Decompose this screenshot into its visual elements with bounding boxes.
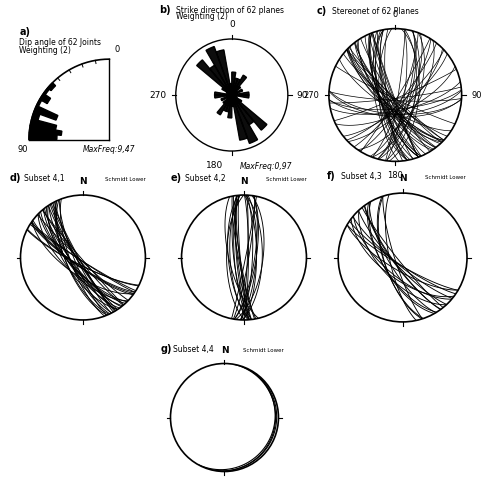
Text: d): d): [9, 174, 21, 184]
Text: 180: 180: [206, 161, 224, 170]
Polygon shape: [232, 75, 246, 95]
Text: 0: 0: [393, 10, 398, 18]
Text: 0: 0: [229, 20, 235, 30]
Polygon shape: [227, 95, 232, 98]
Polygon shape: [206, 46, 232, 95]
Polygon shape: [232, 95, 254, 125]
Polygon shape: [232, 72, 236, 95]
Text: e): e): [170, 174, 182, 184]
Polygon shape: [232, 79, 241, 95]
Text: Strike direction of 62 planes: Strike direction of 62 planes: [176, 6, 284, 15]
Polygon shape: [197, 60, 232, 95]
Text: 270: 270: [303, 90, 319, 100]
Text: MaxFreq:0,97: MaxFreq:0,97: [240, 162, 293, 171]
Text: Subset 4,4: Subset 4,4: [173, 344, 214, 354]
Text: 180: 180: [387, 172, 403, 180]
Polygon shape: [230, 84, 232, 95]
Polygon shape: [221, 95, 232, 100]
Polygon shape: [232, 90, 243, 95]
Polygon shape: [232, 95, 258, 144]
Polygon shape: [232, 95, 234, 106]
Text: f): f): [326, 171, 335, 181]
Polygon shape: [215, 95, 232, 98]
Polygon shape: [232, 95, 237, 98]
Text: Weighting (2): Weighting (2): [176, 12, 227, 22]
Polygon shape: [232, 95, 247, 140]
Text: Schmidt Lower: Schmidt Lower: [105, 178, 145, 182]
Polygon shape: [226, 95, 232, 112]
Text: Schmidt Lower: Schmidt Lower: [266, 178, 306, 182]
Text: Subset 4,1: Subset 4,1: [23, 174, 64, 184]
Polygon shape: [217, 95, 232, 115]
Text: Weighting (2): Weighting (2): [20, 46, 71, 54]
Polygon shape: [34, 106, 58, 120]
Polygon shape: [210, 65, 232, 95]
Polygon shape: [29, 126, 62, 136]
Polygon shape: [226, 92, 232, 95]
Text: Schmidt Lower: Schmidt Lower: [244, 348, 284, 352]
Polygon shape: [232, 86, 241, 95]
Text: g): g): [161, 344, 172, 353]
Polygon shape: [48, 82, 56, 90]
Text: Stereonet of 62 Planes: Stereonet of 62 Planes: [332, 7, 419, 16]
Polygon shape: [216, 50, 232, 95]
Polygon shape: [232, 95, 267, 130]
Polygon shape: [232, 92, 237, 95]
Polygon shape: [222, 88, 232, 95]
Polygon shape: [32, 112, 40, 120]
Text: a): a): [20, 27, 30, 37]
Text: Subset 4,3: Subset 4,3: [342, 172, 382, 181]
Polygon shape: [215, 92, 232, 95]
Text: 90: 90: [297, 90, 308, 100]
Text: 270: 270: [150, 90, 167, 100]
Polygon shape: [232, 95, 249, 98]
Polygon shape: [226, 95, 232, 97]
Polygon shape: [43, 88, 49, 94]
Text: N: N: [240, 176, 248, 186]
Text: b): b): [159, 4, 171, 15]
Text: Subset 4,2: Subset 4,2: [184, 174, 225, 184]
Text: MaxFreq:9,47: MaxFreq:9,47: [83, 144, 136, 154]
Polygon shape: [223, 95, 232, 104]
Text: Schmidt Lower: Schmidt Lower: [425, 175, 466, 180]
Polygon shape: [37, 100, 41, 106]
Text: N: N: [221, 346, 228, 356]
Text: N: N: [79, 176, 87, 186]
Text: Dip angle of 62 Joints: Dip angle of 62 Joints: [20, 38, 102, 46]
Polygon shape: [30, 118, 57, 130]
Polygon shape: [223, 95, 232, 111]
Polygon shape: [228, 95, 232, 118]
Text: N: N: [399, 174, 407, 184]
Text: 90: 90: [17, 145, 28, 154]
Text: 0: 0: [115, 46, 120, 54]
Text: c): c): [317, 6, 327, 16]
Polygon shape: [232, 78, 238, 95]
Polygon shape: [29, 132, 57, 140]
Polygon shape: [232, 93, 238, 95]
Polygon shape: [232, 92, 249, 95]
Text: 90: 90: [471, 90, 482, 100]
Polygon shape: [40, 94, 51, 104]
Polygon shape: [232, 95, 242, 102]
